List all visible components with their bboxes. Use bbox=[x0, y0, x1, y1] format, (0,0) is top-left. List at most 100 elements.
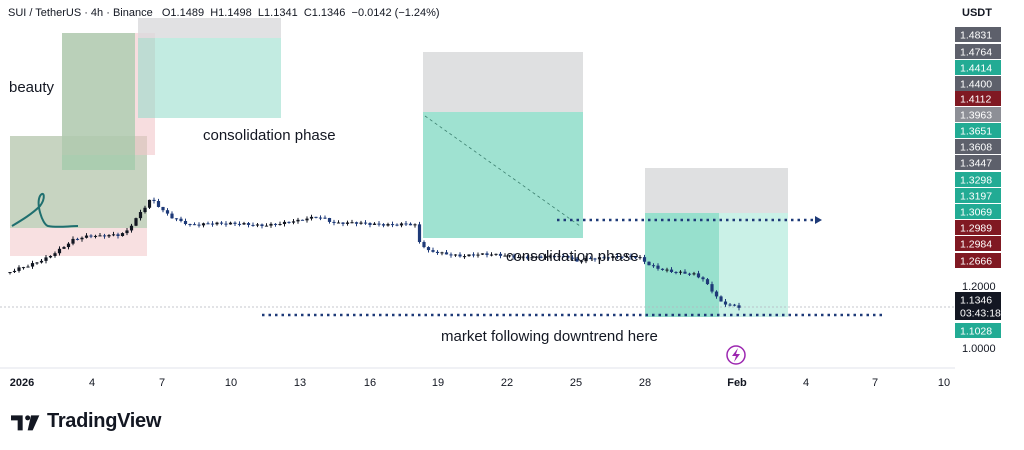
candle-body bbox=[638, 257, 642, 259]
time-axis[interactable]: 2026 4 7 10 13 16 19 22 25 28 Feb 4 7 10 bbox=[10, 377, 950, 389]
candles bbox=[8, 197, 741, 311]
candle-body bbox=[102, 235, 107, 237]
price-tag[interactable] bbox=[955, 76, 1001, 91]
candle-body bbox=[377, 223, 381, 225]
candle-body bbox=[719, 296, 723, 302]
price-tag[interactable] bbox=[955, 123, 1001, 138]
price-tag[interactable] bbox=[955, 253, 1001, 268]
candle-body bbox=[710, 284, 714, 292]
candle-body bbox=[714, 291, 719, 297]
price-tag[interactable] bbox=[955, 204, 1001, 219]
candle-body bbox=[683, 271, 687, 274]
open-value: O1.1489 bbox=[161, 7, 205, 19]
candle-body bbox=[395, 224, 399, 226]
setup-box-green-mid bbox=[62, 33, 135, 170]
candle-body bbox=[107, 235, 111, 237]
candle-body bbox=[557, 255, 561, 258]
consolidation-box-top-gray bbox=[138, 18, 281, 38]
price-tag-label: 03:43:18 bbox=[960, 308, 1001, 320]
consolidation-box-right-green-dark bbox=[645, 213, 719, 317]
price-tag[interactable] bbox=[955, 60, 1001, 75]
price-tag[interactable] bbox=[955, 155, 1001, 170]
candle-body bbox=[354, 222, 359, 224]
price-tag-label: 1.2984 bbox=[960, 239, 992, 251]
low-value: L1.1341 bbox=[257, 7, 298, 19]
candle-body bbox=[264, 225, 269, 227]
symbol-name[interactable]: SUI / TetherUS · 4h · Binance bbox=[8, 7, 153, 19]
candle-body bbox=[152, 199, 156, 202]
candle-body bbox=[674, 271, 678, 273]
currency-label[interactable]: USDT bbox=[962, 7, 992, 19]
annotation-consolidation-2: consolidation phase bbox=[506, 248, 639, 265]
price-tag[interactable] bbox=[955, 292, 1001, 307]
candle-body bbox=[381, 224, 386, 226]
candle-body bbox=[26, 266, 30, 268]
candle-body bbox=[228, 222, 233, 225]
price-tag[interactable] bbox=[955, 220, 1001, 235]
candle-body bbox=[282, 221, 287, 225]
price-tag-label: 1.2989 bbox=[960, 223, 992, 235]
price-tag[interactable] bbox=[955, 188, 1001, 203]
candle-body bbox=[251, 224, 255, 226]
price-tag[interactable] bbox=[955, 107, 1001, 122]
time-axis-tick-label: 25 bbox=[570, 377, 582, 389]
candle-body bbox=[665, 269, 669, 271]
lightning-icon bbox=[732, 348, 740, 362]
candle-body bbox=[732, 304, 737, 306]
candle-body bbox=[206, 223, 210, 225]
candle-body bbox=[345, 222, 350, 224]
candle-body bbox=[332, 221, 336, 223]
price-tag-label: 1.4112 bbox=[960, 94, 991, 106]
time-axis-tick-label: 16 bbox=[364, 377, 376, 389]
candle-body bbox=[584, 258, 588, 262]
price-tag[interactable] bbox=[955, 27, 1001, 42]
price-tag-label: 1.2666 bbox=[960, 256, 992, 268]
candle-body bbox=[12, 270, 17, 273]
candle-body bbox=[471, 254, 476, 256]
candle-body bbox=[489, 254, 494, 256]
time-axis-tick-label: 4 bbox=[89, 377, 95, 389]
candle-body bbox=[156, 201, 161, 207]
candle-body bbox=[593, 258, 597, 260]
candle-body bbox=[246, 223, 251, 225]
close-value: C1.1346 bbox=[303, 7, 346, 19]
tradingview-logo: TradingView bbox=[11, 410, 161, 433]
candle-body bbox=[539, 256, 543, 258]
time-axis-tick-label: 7 bbox=[159, 377, 165, 389]
price-tag[interactable] bbox=[955, 91, 1001, 106]
candle-body bbox=[705, 279, 710, 285]
candle-body bbox=[449, 254, 453, 256]
candle-body bbox=[174, 218, 179, 220]
candle-body bbox=[219, 222, 224, 224]
candle-body bbox=[255, 224, 260, 226]
price-tag-label: 1.1028 bbox=[960, 326, 992, 338]
price-tag[interactable] bbox=[955, 323, 1001, 338]
candle-body bbox=[606, 257, 611, 259]
time-axis-tick-label: 22 bbox=[501, 377, 513, 389]
candle-body bbox=[161, 206, 165, 211]
candle-body bbox=[723, 301, 728, 305]
candle-body bbox=[269, 223, 273, 226]
candle-body bbox=[399, 223, 404, 226]
axis-label-1-0000: 1.0000 bbox=[962, 343, 996, 355]
time-axis-tick-label: 2026 bbox=[10, 377, 34, 389]
price-tag-label: 1.1346 bbox=[960, 295, 992, 307]
candle-body bbox=[260, 224, 264, 227]
candle-body bbox=[624, 255, 629, 258]
candle-body bbox=[737, 305, 741, 308]
price-tag[interactable] bbox=[955, 236, 1001, 251]
price-tag[interactable] bbox=[955, 305, 1001, 320]
candle-body bbox=[543, 256, 548, 258]
candle-body bbox=[408, 223, 413, 226]
candle-body bbox=[210, 223, 215, 225]
candle-body bbox=[413, 224, 417, 226]
price-tag[interactable] bbox=[955, 139, 1001, 154]
price-tag[interactable] bbox=[955, 44, 1001, 59]
candle-body bbox=[300, 219, 305, 221]
candle-body bbox=[170, 213, 174, 219]
candle-body bbox=[89, 235, 93, 237]
price-tag-label: 1.3298 bbox=[960, 175, 992, 187]
candle-body bbox=[57, 248, 62, 254]
price-tag[interactable] bbox=[955, 172, 1001, 187]
